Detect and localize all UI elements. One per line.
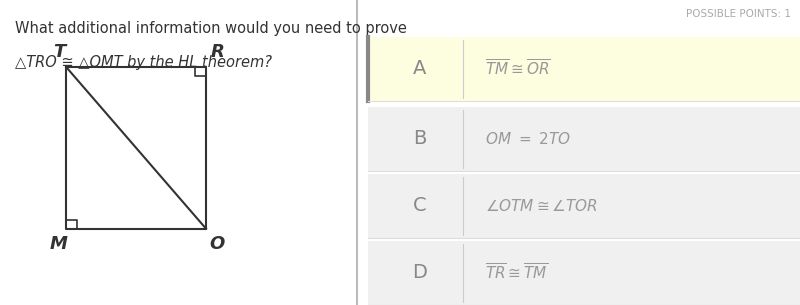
Text: B: B: [413, 129, 426, 148]
Text: A: A: [413, 59, 426, 78]
Text: What additional information would you need to prove: What additional information would you ne…: [14, 21, 406, 36]
Text: M: M: [50, 235, 68, 253]
Text: O: O: [210, 235, 225, 253]
FancyBboxPatch shape: [368, 241, 800, 305]
Text: $\overline{TR}$$ \cong $$\overline{TM}$: $\overline{TR}$$ \cong $$\overline{TM}$: [485, 263, 548, 283]
FancyBboxPatch shape: [368, 174, 800, 238]
Text: D: D: [413, 264, 427, 282]
Text: △TRO ≅ △OMT by the HL theorem?: △TRO ≅ △OMT by the HL theorem?: [14, 55, 272, 70]
FancyBboxPatch shape: [368, 37, 800, 101]
Text: $\overline{TM}$$ \cong $$\overline{OR}$: $\overline{TM}$$ \cong $$\overline{OR}$: [485, 59, 550, 79]
Text: $\angle OTM \cong \angle TOR$: $\angle OTM \cong \angle TOR$: [485, 198, 598, 214]
FancyBboxPatch shape: [368, 107, 800, 171]
Text: T: T: [53, 43, 65, 61]
Text: R: R: [210, 43, 224, 61]
Text: C: C: [413, 196, 426, 215]
Text: $OM\ =\ 2TO$: $OM\ =\ 2TO$: [485, 131, 571, 147]
Text: POSSIBLE POINTS: 1: POSSIBLE POINTS: 1: [686, 9, 791, 19]
